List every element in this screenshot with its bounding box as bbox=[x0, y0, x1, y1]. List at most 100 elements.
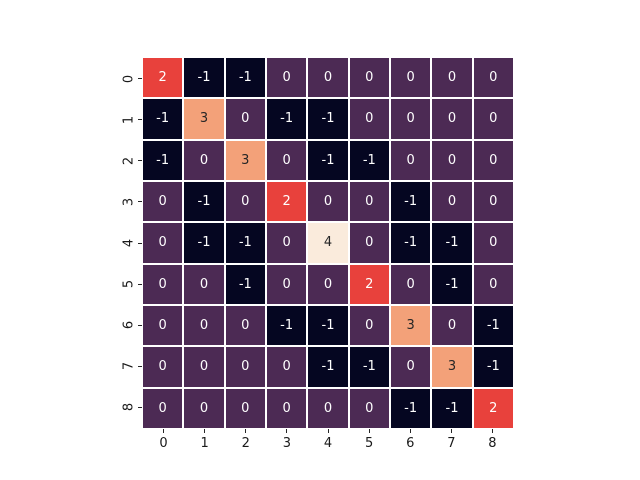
heatmap-cell-r3-c6: -1 bbox=[390, 181, 431, 222]
heatmap-cell-r3-c5: 0 bbox=[349, 181, 389, 222]
heatmap-cell-r0-c7: 0 bbox=[432, 58, 472, 98]
heatmap-cell-r7-c3: 0 bbox=[266, 347, 307, 387]
heatmap-cell-r8-c3: 0 bbox=[266, 388, 307, 428]
heatmap-cell-r8-c6: -1 bbox=[390, 388, 431, 428]
heatmap-cell-r3-c0: 0 bbox=[143, 181, 183, 222]
heatmap-cell-r6-c3: -1 bbox=[266, 305, 307, 346]
heatmap-cell-r1-c0: -1 bbox=[143, 99, 183, 139]
y-tick-label-3: 3 bbox=[121, 197, 137, 207]
y-tick-label-2: 2 bbox=[121, 156, 137, 165]
y-tick-label-8: 8 bbox=[121, 403, 137, 412]
heatmap-cell-r4-c8: 0 bbox=[473, 223, 513, 263]
heatmap-cell-r7-c0: 0 bbox=[143, 347, 183, 387]
heatmap-cell-r6-c7: 0 bbox=[432, 305, 472, 346]
heatmap-cell-r2-c5: -1 bbox=[349, 140, 389, 180]
heatmap-cell-r5-c3: 0 bbox=[266, 264, 307, 304]
y-tick-label-1: 1 bbox=[121, 115, 137, 124]
heatmap-cell-r3-c2: 0 bbox=[225, 181, 265, 222]
heatmap-cell-r1-c2: 0 bbox=[225, 99, 265, 139]
x-tick-mark-3 bbox=[286, 429, 288, 433]
heatmap-cell-r4-c5: 0 bbox=[349, 223, 389, 263]
heatmap-cell-r4-c2: -1 bbox=[225, 223, 265, 263]
x-tick-mark-0 bbox=[163, 429, 165, 433]
heatmap-cell-r4-c7: -1 bbox=[432, 223, 472, 263]
heatmap-cell-r3-c7: 0 bbox=[432, 181, 472, 222]
heatmap-cell-r0-c3: 0 bbox=[266, 58, 307, 98]
heatmap-cell-r3-c4: 0 bbox=[308, 181, 348, 222]
heatmap-cell-r8-c4: 0 bbox=[308, 388, 348, 428]
heatmap-cell-r0-c0: 2 bbox=[143, 58, 183, 98]
heatmap-cell-r0-c1: -1 bbox=[184, 58, 224, 98]
x-tick-label-3: 3 bbox=[282, 436, 292, 451]
heatmap-cell-r1-c7: 0 bbox=[432, 99, 472, 139]
heatmap-cell-r0-c4: 0 bbox=[308, 58, 348, 98]
heatmap-cell-r5-c1: 0 bbox=[184, 264, 224, 304]
heatmap-cell-r4-c1: -1 bbox=[184, 223, 224, 263]
x-tick-label-2: 2 bbox=[241, 436, 250, 451]
heatmap-cell-r7-c2: 0 bbox=[225, 347, 265, 387]
heatmap-cell-r8-c0: 0 bbox=[143, 388, 183, 428]
heatmap-cell-r5-c6: 0 bbox=[390, 264, 431, 304]
y-tick-label-5: 5 bbox=[121, 279, 137, 289]
y-tick-mark-5 bbox=[138, 283, 142, 285]
y-tick-mark-8 bbox=[138, 406, 142, 408]
heatmap-cell-r7-c6: 0 bbox=[390, 347, 431, 387]
heatmap-cell-r2-c4: -1 bbox=[308, 140, 348, 180]
heatmap-cell-r8-c1: 0 bbox=[184, 388, 224, 428]
y-tick-mark-4 bbox=[138, 242, 142, 244]
heatmap-cell-r4-c6: -1 bbox=[390, 223, 431, 263]
y-tick-mark-3 bbox=[138, 201, 142, 203]
y-tick-mark-6 bbox=[138, 324, 142, 326]
heatmap-cell-r0-c5: 0 bbox=[349, 58, 389, 98]
heatmap-cell-r6-c2: 0 bbox=[225, 305, 265, 346]
heatmap-cell-r8-c5: 0 bbox=[349, 388, 389, 428]
heatmap-cell-r1-c8: 0 bbox=[473, 99, 513, 139]
heatmap-cell-r5-c5: 2 bbox=[349, 264, 389, 304]
heatmap-cell-r3-c3: 2 bbox=[266, 181, 307, 222]
heatmap-grid: 2 -1 -1 0 0 0 0 0 0 -1 3 0 -1 -1 0 0 0 0 -1 0 3 0 -1 -1 0 0 0 0 -1 0 2… bbox=[143, 58, 513, 428]
heatmap-cell-r3-c1: -1 bbox=[184, 181, 224, 222]
heatmap-cell-r5-c2: -1 bbox=[225, 264, 265, 304]
heatmap-cell-r0-c2: -1 bbox=[225, 58, 265, 98]
heatmap-cell-r4-c4: 4 bbox=[308, 223, 348, 263]
heatmap-cell-r7-c8: -1 bbox=[473, 347, 513, 387]
heatmap-cell-r7-c7: 3 bbox=[432, 347, 472, 387]
y-tick-mark-0 bbox=[138, 78, 142, 80]
heatmap-cell-r4-c3: 0 bbox=[266, 223, 307, 263]
heatmap-cell-r4-c0: 0 bbox=[143, 223, 183, 263]
heatmap-cell-r7-c5: -1 bbox=[349, 347, 389, 387]
x-tick-label-7: 7 bbox=[447, 436, 456, 451]
heatmap-cell-r2-c1: 0 bbox=[184, 140, 224, 180]
y-tick-mark-7 bbox=[138, 365, 142, 367]
heatmap-cell-r2-c6: 0 bbox=[390, 140, 431, 180]
heatmap-cell-r2-c2: 3 bbox=[225, 140, 265, 180]
heatmap-cell-r2-c7: 0 bbox=[432, 140, 472, 180]
x-tick-label-1: 1 bbox=[200, 436, 209, 451]
heatmap-cell-r6-c1: 0 bbox=[184, 305, 224, 346]
heatmap-cell-r3-c8: 0 bbox=[473, 181, 513, 222]
x-tick-label-5: 5 bbox=[364, 436, 374, 451]
heatmap-cell-r7-c1: 0 bbox=[184, 347, 224, 387]
y-tick-mark-1 bbox=[138, 119, 142, 121]
heatmap-cell-r1-c3: -1 bbox=[266, 99, 307, 139]
y-tick-label-4: 4 bbox=[121, 238, 137, 248]
x-tick-label-4: 4 bbox=[323, 436, 333, 451]
heatmap-cell-r2-c0: -1 bbox=[143, 140, 183, 180]
heatmap-cell-r5-c4: 0 bbox=[308, 264, 348, 304]
heatmap-cell-r5-c8: 0 bbox=[473, 264, 513, 304]
heatmap-cell-r6-c0: 0 bbox=[143, 305, 183, 346]
x-tick-mark-7 bbox=[450, 429, 452, 433]
heatmap-cell-r1-c4: -1 bbox=[308, 99, 348, 139]
x-tick-label-6: 6 bbox=[406, 436, 415, 451]
x-tick-label-8: 8 bbox=[488, 436, 497, 451]
heatmap-cell-r1-c5: 0 bbox=[349, 99, 389, 139]
heatmap-cell-r6-c6: 3 bbox=[390, 305, 431, 346]
y-tick-label-6: 6 bbox=[121, 321, 137, 330]
heatmap-cell-r8-c2: 0 bbox=[225, 388, 265, 428]
heatmap-cell-r6-c4: -1 bbox=[308, 305, 348, 346]
heatmap-cell-r7-c4: -1 bbox=[308, 347, 348, 387]
heatmap-cell-r0-c8: 0 bbox=[473, 58, 513, 98]
x-tick-mark-5 bbox=[368, 429, 370, 433]
heatmap-cell-r8-c8: 2 bbox=[473, 388, 513, 428]
